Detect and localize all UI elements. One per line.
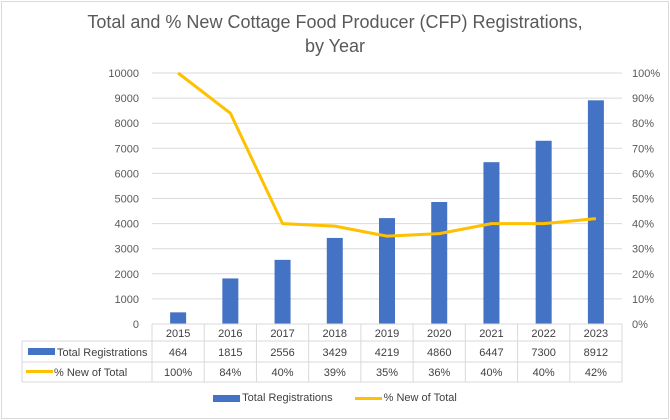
- data-label: 40%: [533, 367, 555, 379]
- chart-title-line-2: by Year: [304, 36, 366, 56]
- y-left-tick-label: 6000: [115, 168, 139, 180]
- data-label: 2556: [270, 347, 294, 359]
- data-label: 4219: [375, 347, 399, 359]
- data-label: 36%: [428, 367, 450, 379]
- y-right-tick-label: 90%: [632, 93, 654, 105]
- y-right-tick-label: 30%: [632, 244, 654, 256]
- y-right-tick-label: 50%: [632, 194, 654, 206]
- data-label: 39%: [324, 367, 346, 379]
- data-label: 8912: [584, 347, 608, 359]
- y-left-tick-label: 2000: [115, 269, 139, 281]
- data-label: 40%: [480, 367, 502, 379]
- x-tick-label: 2023: [584, 328, 608, 340]
- data-label: 7300: [531, 347, 555, 359]
- x-tick-label: 2017: [270, 328, 294, 340]
- chart-title-line-1: Total and % New Cottage Food Producer (C…: [87, 12, 583, 32]
- x-tick-label: 2022: [531, 328, 555, 340]
- data-label: 42%: [585, 367, 607, 379]
- legend: Total Registrations % New of Total: [0, 392, 670, 404]
- data-label: 6447: [479, 347, 503, 359]
- legend-item-pct-new: % New of Total: [354, 392, 457, 404]
- data-label: 4860: [427, 347, 451, 359]
- bar: [483, 162, 500, 324]
- x-tick-label: 2018: [323, 328, 347, 340]
- data-label: 35%: [376, 367, 398, 379]
- y-left-tick-label: 7000: [115, 143, 139, 155]
- table-bar-swatch: [28, 348, 55, 355]
- bar: [274, 259, 291, 324]
- legend-label: % New of Total: [383, 392, 457, 404]
- y-right-tick-label: 20%: [632, 269, 654, 281]
- line-series: [177, 71, 597, 238]
- bar: [431, 202, 448, 324]
- legend-line-swatch: [354, 396, 382, 400]
- y-left-tick-label: 9000: [115, 93, 139, 105]
- y-right-tick-label: 100%: [632, 68, 660, 80]
- x-tick-label: 2019: [375, 328, 399, 340]
- y-left-tick-label: 3000: [115, 244, 139, 256]
- y-right-tick-label: 60%: [632, 168, 654, 180]
- table-row-label: % New of Total: [54, 367, 127, 379]
- bar: [170, 312, 187, 324]
- bar: [222, 278, 239, 324]
- data-label: 464: [169, 347, 187, 359]
- y-left-tick-label: 4000: [115, 219, 139, 231]
- x-tick-label: 2016: [218, 328, 242, 340]
- y-left-tick-label: 5000: [115, 194, 139, 206]
- bar: [379, 218, 395, 324]
- data-label: 1815: [218, 347, 242, 359]
- y-right-tick-label: 0%: [632, 319, 648, 331]
- bar: [535, 140, 552, 324]
- data-label: 100%: [164, 367, 192, 379]
- legend-label: Total Registrations: [242, 392, 333, 404]
- bar: [587, 100, 604, 324]
- x-tick-label: 2015: [166, 328, 190, 340]
- data-label: 3429: [323, 347, 347, 359]
- data-label: 40%: [272, 367, 294, 379]
- y-right-tick-label: 10%: [632, 294, 654, 306]
- y-right-tick-label: 70%: [632, 143, 654, 155]
- data-label: 84%: [219, 367, 241, 379]
- table-row-label: Total Registrations: [57, 347, 148, 359]
- legend-bar-swatch: [213, 394, 241, 402]
- y-left-tick-label: 1000: [115, 294, 139, 306]
- table-line-swatch: [26, 370, 53, 373]
- chart-title: Total and % New Cottage Food Producer (C…: [0, 10, 670, 58]
- y-left-tick-label: 8000: [115, 118, 139, 130]
- x-tick-label: 2021: [479, 328, 503, 340]
- y-right-tick-label: 40%: [632, 219, 654, 231]
- y-left-tick-label: 0: [133, 319, 139, 331]
- y-left-tick-label: 10000: [108, 68, 139, 80]
- x-tick-label: 2020: [427, 328, 451, 340]
- legend-item-total-registrations: Total Registrations: [213, 392, 333, 404]
- y-right-tick-label: 80%: [632, 118, 654, 130]
- bar: [326, 237, 343, 324]
